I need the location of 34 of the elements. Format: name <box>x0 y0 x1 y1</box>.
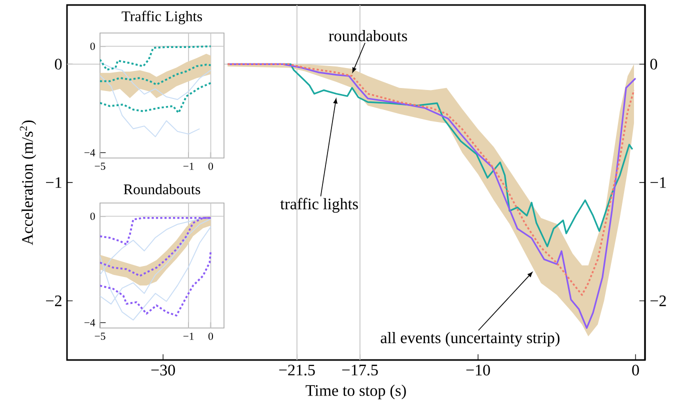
line-series <box>100 45 212 71</box>
line-series <box>100 62 212 100</box>
x-tick-label: −30 <box>151 364 175 376</box>
line-series <box>100 75 200 138</box>
y-tick-label: −4 <box>84 319 96 326</box>
x-tick-label: −5 <box>94 332 106 340</box>
chart-title: Traffic Lights <box>122 10 202 24</box>
y-tick-label: −4 <box>84 149 96 156</box>
y-tick-label: 0 <box>90 42 95 50</box>
x-tick-label: −21.5 <box>279 364 315 376</box>
annotation: all events (uncertainty strip) <box>380 332 560 347</box>
line-series <box>100 64 212 86</box>
y-axis-title: Acceleration (m/s$^{2}$) <box>20 120 36 246</box>
line-series <box>100 250 212 316</box>
x-tick-label: −10 <box>466 364 490 376</box>
x-tick-label: −17.5 <box>342 364 378 376</box>
x-tick-label: 0 <box>208 332 213 340</box>
y2-tick-label: 0 <box>650 58 658 70</box>
y-tick-label: 0 <box>90 212 95 220</box>
y2-tick-label: −2 <box>650 296 666 306</box>
y-tick-label: −1 <box>46 177 62 188</box>
line-series <box>100 82 212 114</box>
x-tick-label: −5 <box>94 162 106 170</box>
y-tick-label: −2 <box>46 296 62 306</box>
annotation: roundabouts <box>328 30 408 42</box>
annotation: traffic lights <box>280 198 358 213</box>
y2-tick-label: −1 <box>650 177 666 188</box>
x-tick-label: 0 <box>632 364 639 376</box>
x-tick-label: 0 <box>208 162 213 170</box>
x-tick-label: −1 <box>183 332 194 340</box>
x-tick-label: −1 <box>183 162 194 170</box>
y-tick-label: 0 <box>54 58 62 70</box>
chart-title: Roundabouts <box>124 184 200 194</box>
x-axis-title: Time to stop (s) <box>306 384 406 400</box>
